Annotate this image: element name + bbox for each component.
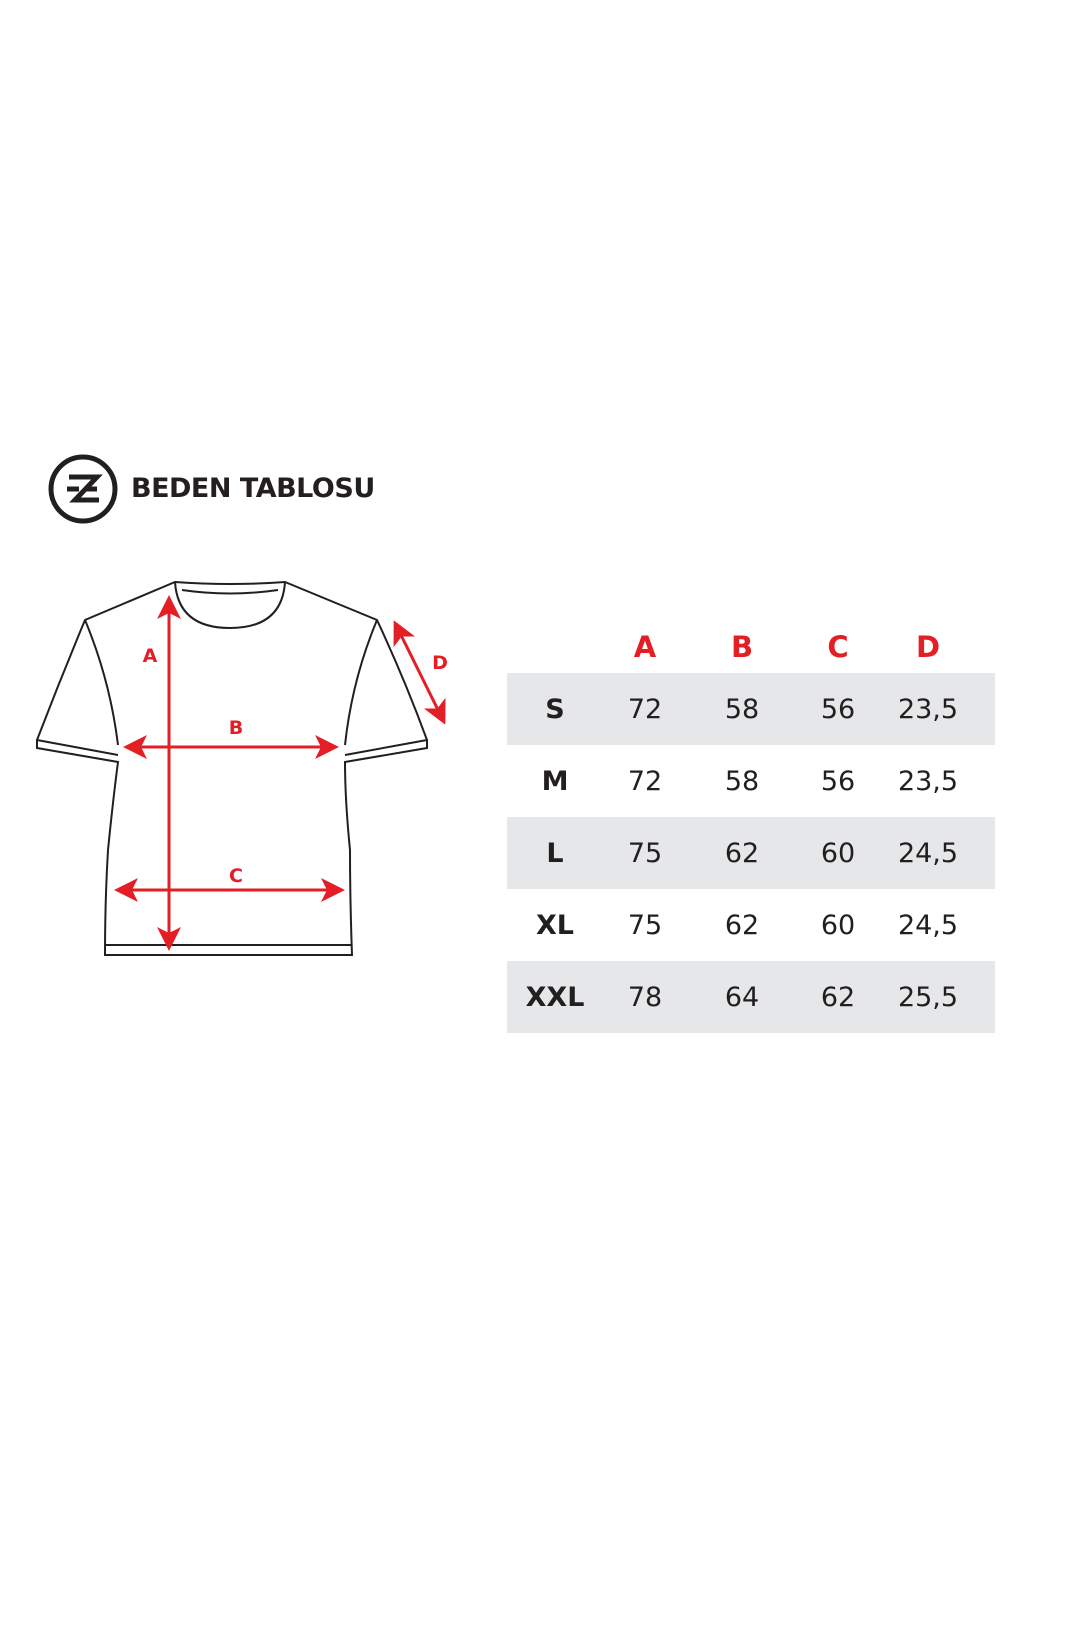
label-b: B [229,717,243,739]
size-table: A B C D S 72 58 56 23,5 M 72 58 56 23,5 … [507,620,995,1033]
value-d: 23,5 [897,765,959,797]
column-header-c: C [827,629,849,664]
value-c: 60 [820,909,856,941]
value-b: 58 [724,765,760,797]
table-row: S 72 58 56 23,5 [507,673,995,745]
tshirt-diagram: A B C D [36,580,448,956]
value-d: 25,5 [897,981,959,1013]
value-a: 75 [627,909,663,941]
size-label: M [541,765,569,797]
column-header-b: B [730,629,754,664]
table-header: A B C D [507,620,995,673]
value-b: 62 [724,909,760,941]
tshirt-outline [36,580,428,956]
value-c: 60 [820,837,856,869]
value-c: 62 [820,981,856,1013]
page-title: BEDEN TABLOSU [131,473,375,504]
value-c: 56 [820,693,856,725]
value-a: 78 [627,981,663,1013]
size-label: S [545,693,565,725]
brand-logo-icon [48,454,118,524]
measure-arrow-d [393,620,446,725]
size-label: XL [535,909,575,941]
size-label: XXL [525,981,585,1013]
value-b: 58 [724,693,760,725]
value-a: 75 [627,837,663,869]
column-header-a: A [633,629,657,664]
label-c: C [229,865,243,887]
value-d: 23,5 [897,693,959,725]
value-c: 56 [820,765,856,797]
value-b: 62 [724,837,760,869]
table-row: XL 75 62 60 24,5 [507,889,995,961]
value-b: 64 [724,981,760,1013]
table-row: M 72 58 56 23,5 [507,745,995,817]
value-d: 24,5 [897,909,959,941]
table-row: L 75 62 60 24,5 [507,817,995,889]
label-d: D [432,652,448,674]
value-a: 72 [627,765,663,797]
value-a: 72 [627,693,663,725]
table-row: XXL 78 64 62 25,5 [507,961,995,1033]
value-d: 24,5 [897,837,959,869]
column-header-d: D [915,629,941,664]
size-label: L [546,837,564,869]
label-a: A [143,645,158,667]
